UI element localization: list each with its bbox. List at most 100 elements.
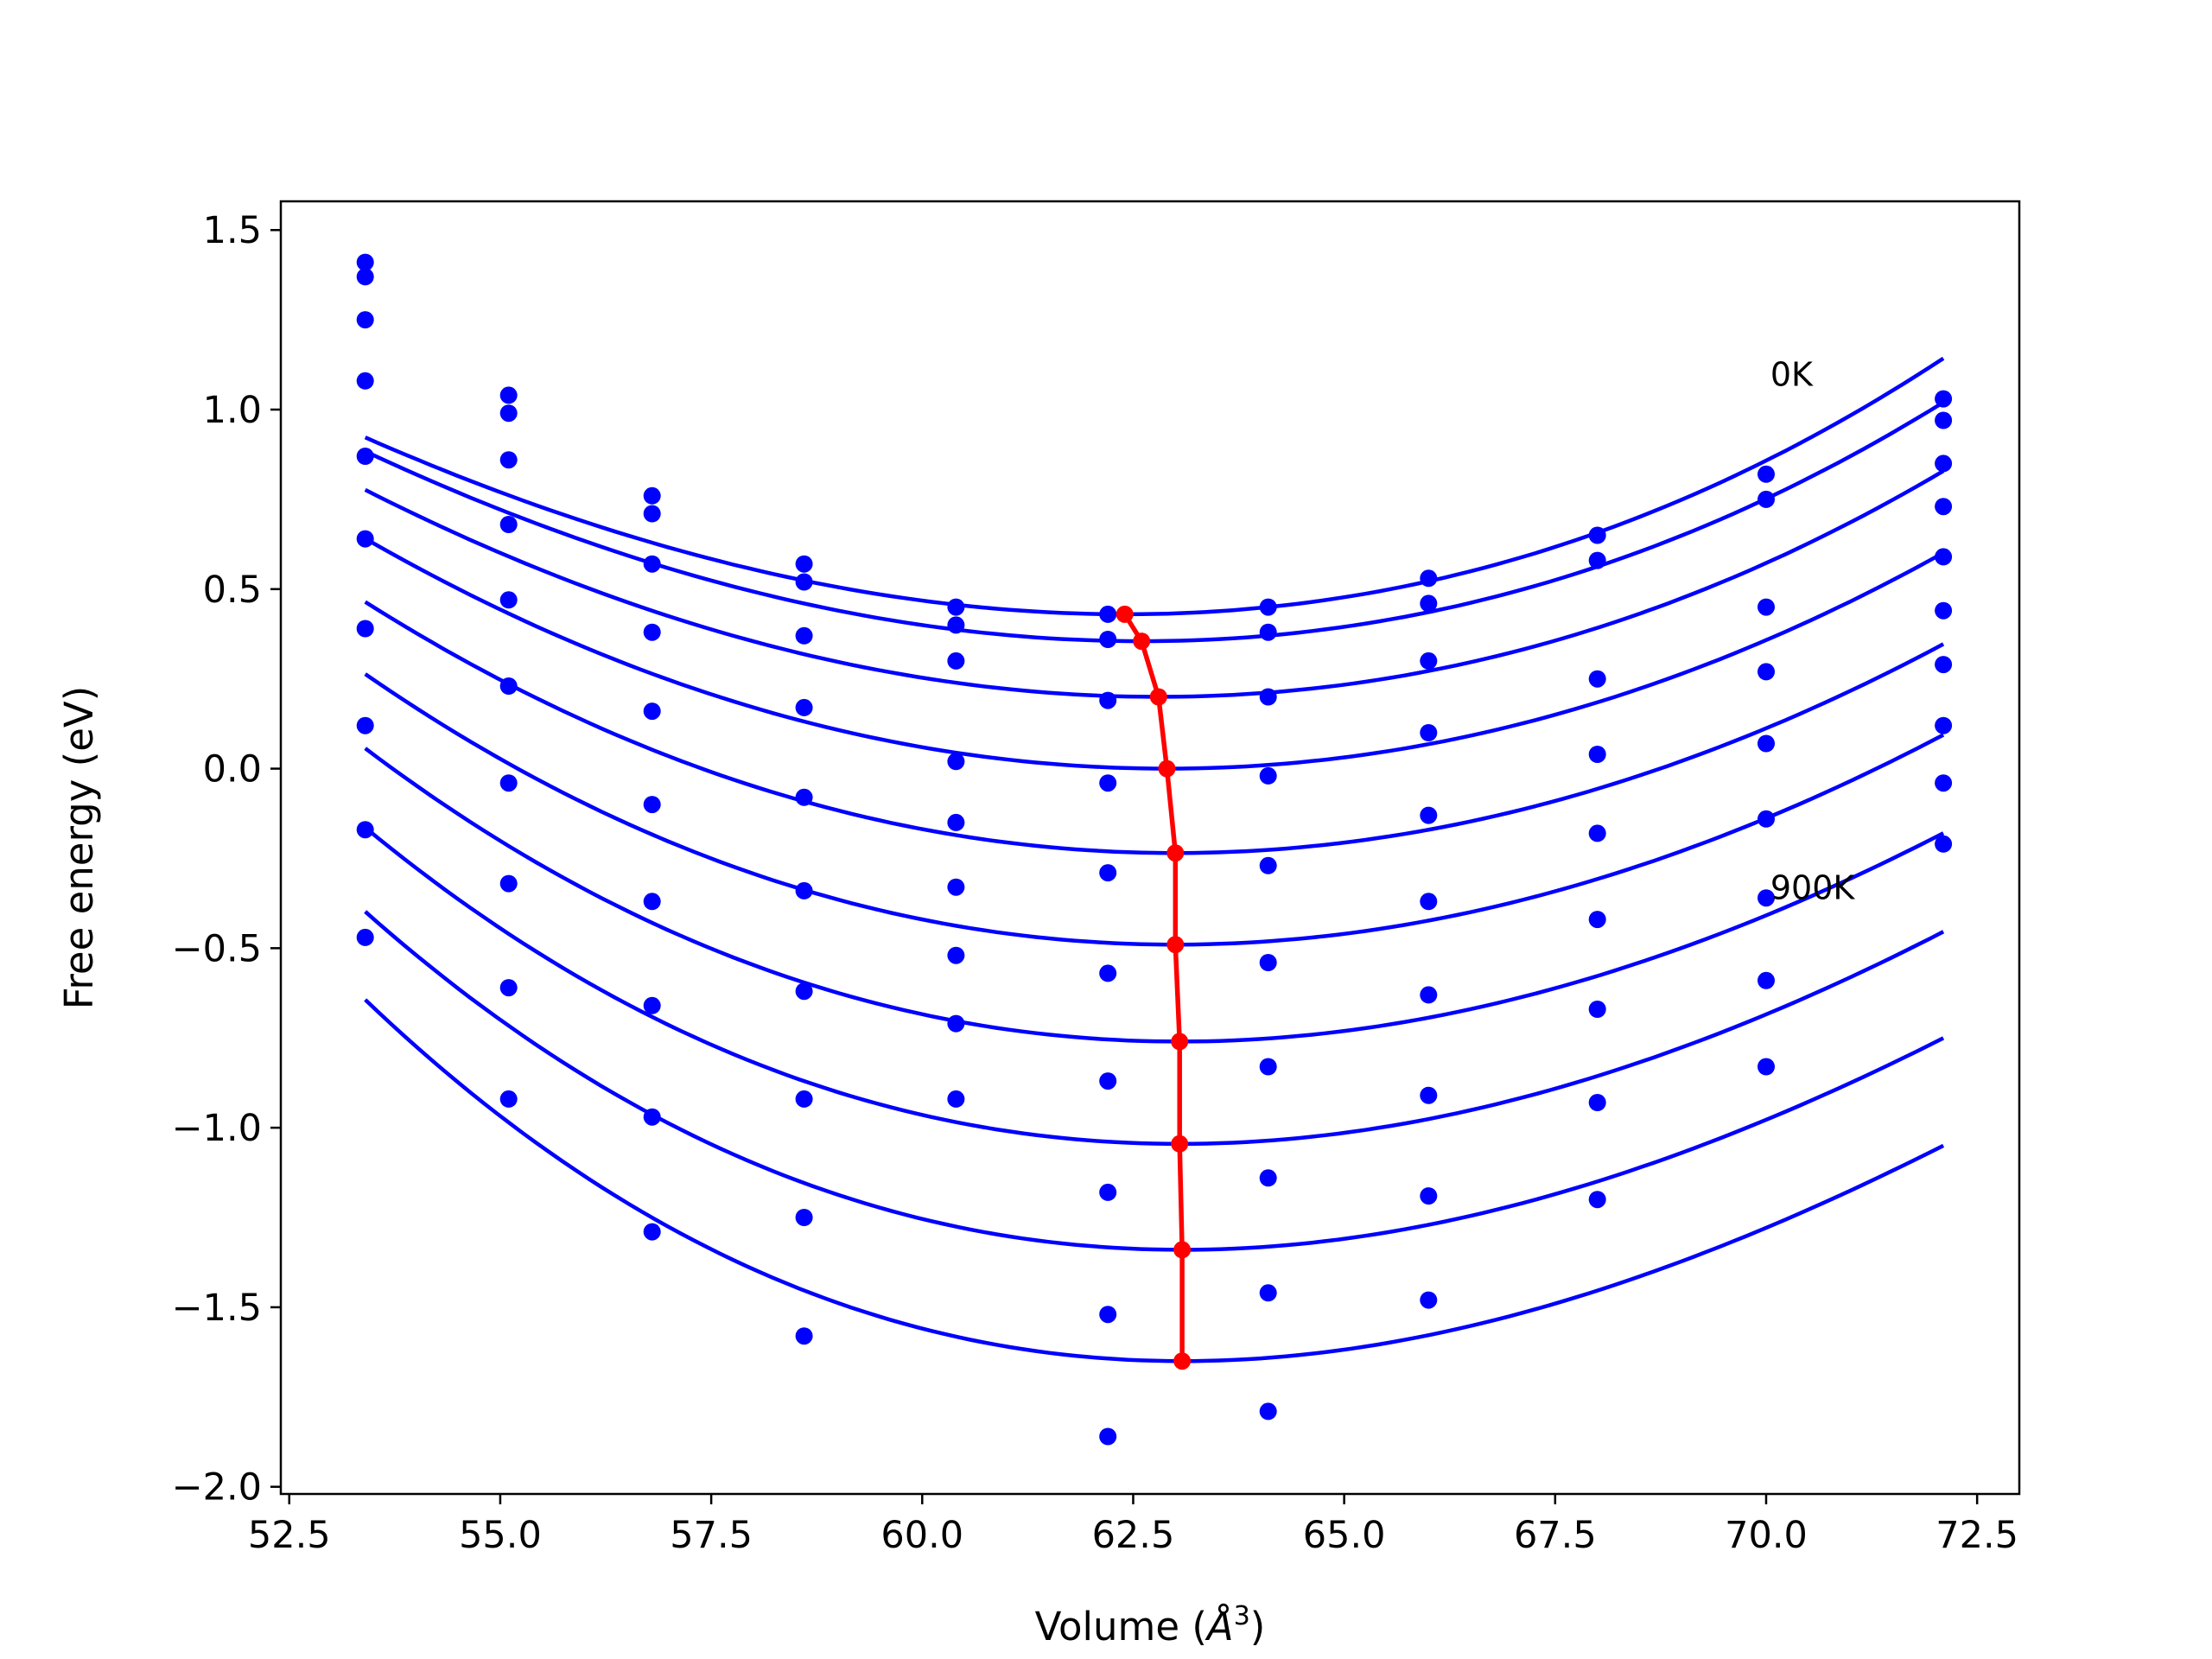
data-point [356,530,374,548]
data-point [1259,1402,1277,1421]
data-point [1259,623,1277,641]
data-point [1099,631,1117,648]
data-point [1758,810,1775,828]
data-point [795,626,813,645]
data-point [1099,1427,1117,1446]
data-point [1588,824,1606,842]
data-point [1420,569,1438,588]
data-point [1758,598,1775,616]
data-points [356,253,1953,1446]
data-point [499,451,518,469]
data-point [1099,964,1117,982]
x-axis-label: Volume (Å3) [1035,1601,1266,1649]
data-point [947,878,965,896]
data-point [356,372,374,390]
data-point [643,893,661,911]
data-point [1259,688,1277,706]
data-point [947,598,965,616]
minimum-point [1171,1135,1189,1153]
x-axis-ticks: 52.5 55.0 57.5 60.0 62.5 65.0 67.5 70.0 72.5 [248,1494,2018,1557]
fit-curve-6 [364,747,1945,1044]
x-tick-label: 72.5 [1936,1514,2018,1557]
data-point [356,928,374,946]
data-point [499,874,518,893]
minimum-point [1158,760,1176,778]
data-point [643,555,661,573]
data-point [1099,1306,1117,1324]
annotation-label: 0K [1770,355,1814,393]
minimum-line [1122,613,1185,1362]
fit-curve-4 [364,600,1945,855]
data-point [1420,1291,1438,1309]
annotations: 0K 900K [1770,355,1856,906]
data-point [1588,526,1606,544]
data-point [356,716,374,734]
x-tick-label: 57.5 [670,1514,753,1557]
data-point [1259,954,1277,971]
data-point [643,1223,661,1241]
data-point [795,788,813,806]
data-point [1758,971,1775,989]
data-point [1099,774,1117,792]
data-point [1259,1169,1277,1187]
minimum-point [1166,844,1185,862]
data-point [795,698,813,716]
data-point [795,982,813,1001]
data-point [947,813,965,831]
x-tick-label: 67.5 [1514,1514,1597,1557]
data-point [947,616,965,634]
data-point [1935,411,1953,429]
data-point [643,796,661,814]
y-tick-label: 0.5 [203,569,262,612]
data-point [499,774,518,792]
data-point [1259,766,1277,785]
x-tick-label: 52.5 [248,1514,331,1557]
data-point [1588,911,1606,929]
x-tick-label: 55.0 [459,1514,542,1557]
fit-curve-1 [364,400,1945,644]
data-point [1758,734,1775,753]
data-point [1099,605,1117,623]
x-tick-label: 62.5 [1092,1514,1175,1557]
data-point [1420,724,1438,741]
data-point [1935,656,1953,674]
data-point [499,677,518,695]
y-tick-label: 1.5 [203,209,262,252]
data-point [1758,889,1775,907]
data-point [1588,1094,1606,1111]
data-point [795,555,813,573]
y-tick-label: −1.0 [172,1107,262,1150]
data-point [1935,774,1953,792]
minimum-curve [1116,605,1192,1370]
data-point [1935,835,1953,853]
data-point [1259,1284,1277,1302]
data-point [947,652,965,670]
y-tick-label: 1.0 [203,389,262,432]
data-point [643,623,661,641]
data-point [356,311,374,329]
data-point [1935,390,1953,408]
fit-curve-7 [364,826,1945,1147]
minimum-point [1133,632,1151,651]
data-point [1758,663,1775,681]
data-point [356,448,374,465]
data-point [1588,670,1606,688]
y-tick-label: 0.0 [203,748,262,791]
y-tick-label: −2.0 [172,1466,262,1510]
data-point [947,1090,965,1108]
data-point [795,573,813,591]
data-point [1420,1187,1438,1205]
data-point [1758,1058,1775,1076]
data-point [1935,716,1953,734]
data-point [1420,1086,1438,1104]
minimum-point [1173,1352,1192,1370]
data-point [499,979,518,997]
data-point [1259,1058,1277,1076]
data-point [1588,1191,1606,1209]
data-point [1935,548,1953,566]
data-point [1099,864,1117,882]
x-tick-label: 65.0 [1303,1514,1386,1557]
data-point [643,505,661,523]
